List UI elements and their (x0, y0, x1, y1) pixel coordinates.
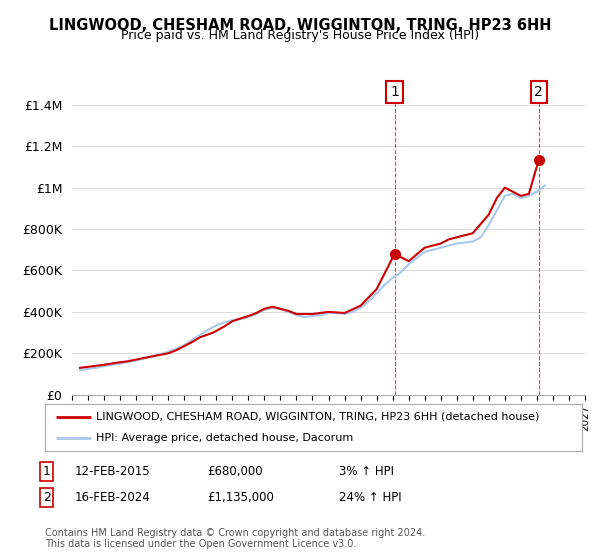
Text: 12-FEB-2015: 12-FEB-2015 (75, 465, 151, 478)
Text: 3% ↑ HPI: 3% ↑ HPI (339, 465, 394, 478)
Text: Contains HM Land Registry data © Crown copyright and database right 2024.
This d: Contains HM Land Registry data © Crown c… (45, 528, 425, 549)
Text: 2: 2 (43, 491, 51, 504)
Text: LINGWOOD, CHESHAM ROAD, WIGGINTON, TRING, HP23 6HH: LINGWOOD, CHESHAM ROAD, WIGGINTON, TRING… (49, 18, 551, 33)
Text: 24% ↑ HPI: 24% ↑ HPI (339, 491, 401, 504)
Text: 2: 2 (535, 85, 543, 99)
Text: Price paid vs. HM Land Registry's House Price Index (HPI): Price paid vs. HM Land Registry's House … (121, 29, 479, 42)
Text: LINGWOOD, CHESHAM ROAD, WIGGINTON, TRING, HP23 6HH (detached house): LINGWOOD, CHESHAM ROAD, WIGGINTON, TRING… (96, 412, 539, 422)
Text: £1,135,000: £1,135,000 (207, 491, 274, 504)
Text: £680,000: £680,000 (207, 465, 263, 478)
Text: 16-FEB-2024: 16-FEB-2024 (75, 491, 151, 504)
Text: 1: 1 (390, 85, 399, 99)
Text: 1: 1 (43, 465, 51, 478)
Text: HPI: Average price, detached house, Dacorum: HPI: Average price, detached house, Daco… (96, 433, 353, 444)
